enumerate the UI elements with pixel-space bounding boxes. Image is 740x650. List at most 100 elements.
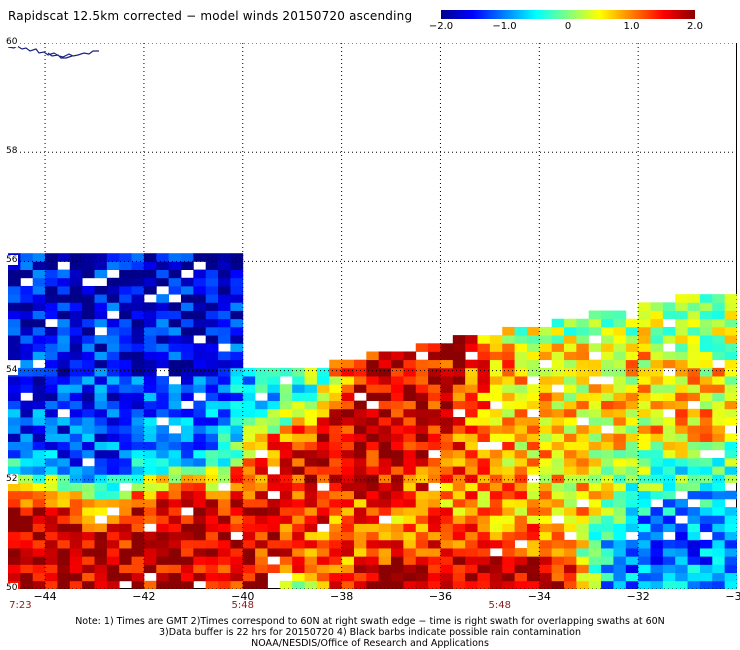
wind-cell bbox=[230, 425, 244, 434]
wind-cell bbox=[502, 326, 515, 336]
wind-cell bbox=[304, 384, 318, 393]
wind-cell bbox=[539, 523, 553, 533]
wind-cell bbox=[218, 417, 231, 426]
wind-cell bbox=[650, 564, 664, 574]
wind-cell bbox=[205, 441, 219, 451]
wind-cell bbox=[440, 417, 454, 426]
wind-cell bbox=[514, 564, 528, 574]
wind-cell bbox=[601, 564, 614, 574]
wind-cell bbox=[119, 376, 132, 385]
wind-cell bbox=[57, 539, 71, 549]
wind-cell bbox=[588, 417, 602, 426]
wind-cell bbox=[82, 417, 95, 426]
wind-cell bbox=[440, 515, 454, 524]
wind-cell bbox=[403, 367, 417, 377]
wind-cell bbox=[218, 572, 231, 582]
wind-cell bbox=[699, 457, 713, 467]
wind-cell bbox=[353, 548, 367, 557]
wind-cell bbox=[526, 392, 540, 402]
wind-cell bbox=[143, 482, 157, 492]
latitude-label: 56 bbox=[5, 255, 19, 266]
wind-cell bbox=[255, 498, 268, 508]
wind-cell bbox=[180, 539, 194, 549]
wind-cell bbox=[650, 449, 664, 459]
wind-cell bbox=[106, 515, 120, 524]
wind-cell bbox=[279, 523, 293, 533]
wind-cell bbox=[32, 531, 46, 541]
wind-cell bbox=[687, 482, 701, 492]
wind-cell bbox=[193, 269, 207, 279]
wind-cell bbox=[242, 556, 256, 565]
wind-cell bbox=[403, 417, 417, 426]
wind-cell bbox=[106, 490, 120, 500]
wind-cell bbox=[156, 261, 170, 270]
wind-cell bbox=[57, 449, 71, 459]
wind-cell bbox=[168, 326, 182, 336]
wind-cell bbox=[638, 392, 651, 402]
wind-cell bbox=[32, 400, 46, 410]
wind-cell bbox=[168, 490, 182, 500]
wind-cell bbox=[502, 433, 515, 442]
wind-cell bbox=[218, 498, 231, 508]
wind-cell bbox=[94, 253, 108, 262]
wind-cell bbox=[662, 482, 676, 492]
wind-cell bbox=[539, 367, 553, 377]
wind-cell bbox=[452, 490, 466, 500]
wind-cell bbox=[687, 351, 701, 361]
wind-cell bbox=[119, 326, 132, 336]
wind-cell bbox=[69, 466, 83, 475]
wind-cell bbox=[613, 474, 627, 483]
wind-cell bbox=[625, 515, 639, 524]
wind-cell bbox=[205, 269, 219, 279]
wind-cell bbox=[279, 384, 293, 393]
wind-cell bbox=[576, 343, 590, 352]
wind-cell bbox=[255, 408, 268, 418]
wind-cell bbox=[255, 425, 268, 434]
wind-cell bbox=[193, 417, 207, 426]
wind-cell bbox=[353, 408, 367, 418]
wind-cell bbox=[366, 580, 380, 589]
wind-cell bbox=[576, 392, 590, 402]
wind-cell bbox=[193, 556, 207, 565]
wind-cell bbox=[230, 326, 244, 336]
wind-cell bbox=[279, 457, 293, 467]
wind-cell bbox=[279, 539, 293, 549]
wind-cell bbox=[440, 564, 454, 574]
wind-cell bbox=[613, 556, 627, 565]
wind-cell bbox=[675, 335, 688, 344]
wind-cell bbox=[625, 335, 639, 344]
wind-cell bbox=[489, 482, 503, 492]
wind-cell bbox=[20, 441, 34, 451]
wind-cell bbox=[341, 548, 355, 557]
wind-cell bbox=[539, 433, 553, 442]
wind-cell bbox=[415, 539, 429, 549]
wind-cell bbox=[712, 326, 726, 336]
wind-cell bbox=[45, 498, 58, 508]
wind-cell bbox=[8, 507, 21, 516]
wind-cell bbox=[94, 523, 108, 533]
wind-cell bbox=[131, 400, 145, 410]
wind-cell bbox=[415, 498, 429, 508]
wind-cell bbox=[218, 294, 231, 303]
wind-cells bbox=[8, 253, 737, 589]
latitude-label: 50 bbox=[5, 583, 19, 593]
wind-cell bbox=[20, 294, 34, 303]
wind-cell bbox=[304, 457, 318, 467]
wind-cell bbox=[205, 433, 219, 442]
wind-cell bbox=[465, 507, 478, 516]
wind-cell bbox=[539, 548, 553, 557]
wind-cell bbox=[119, 343, 132, 352]
wind-cell bbox=[724, 384, 737, 393]
wind-cell bbox=[168, 498, 182, 508]
wind-cell bbox=[205, 572, 219, 582]
colorbar-tick-label: 1.0 bbox=[623, 21, 640, 32]
wind-cell bbox=[242, 482, 256, 492]
wind-cell bbox=[601, 507, 614, 516]
wind-cell bbox=[724, 441, 737, 451]
wind-cell bbox=[440, 507, 454, 516]
wind-cell bbox=[526, 490, 540, 500]
wind-cell bbox=[218, 490, 231, 500]
wind-cell bbox=[638, 523, 651, 533]
wind-cell bbox=[452, 523, 466, 533]
wind-cell bbox=[316, 531, 330, 541]
